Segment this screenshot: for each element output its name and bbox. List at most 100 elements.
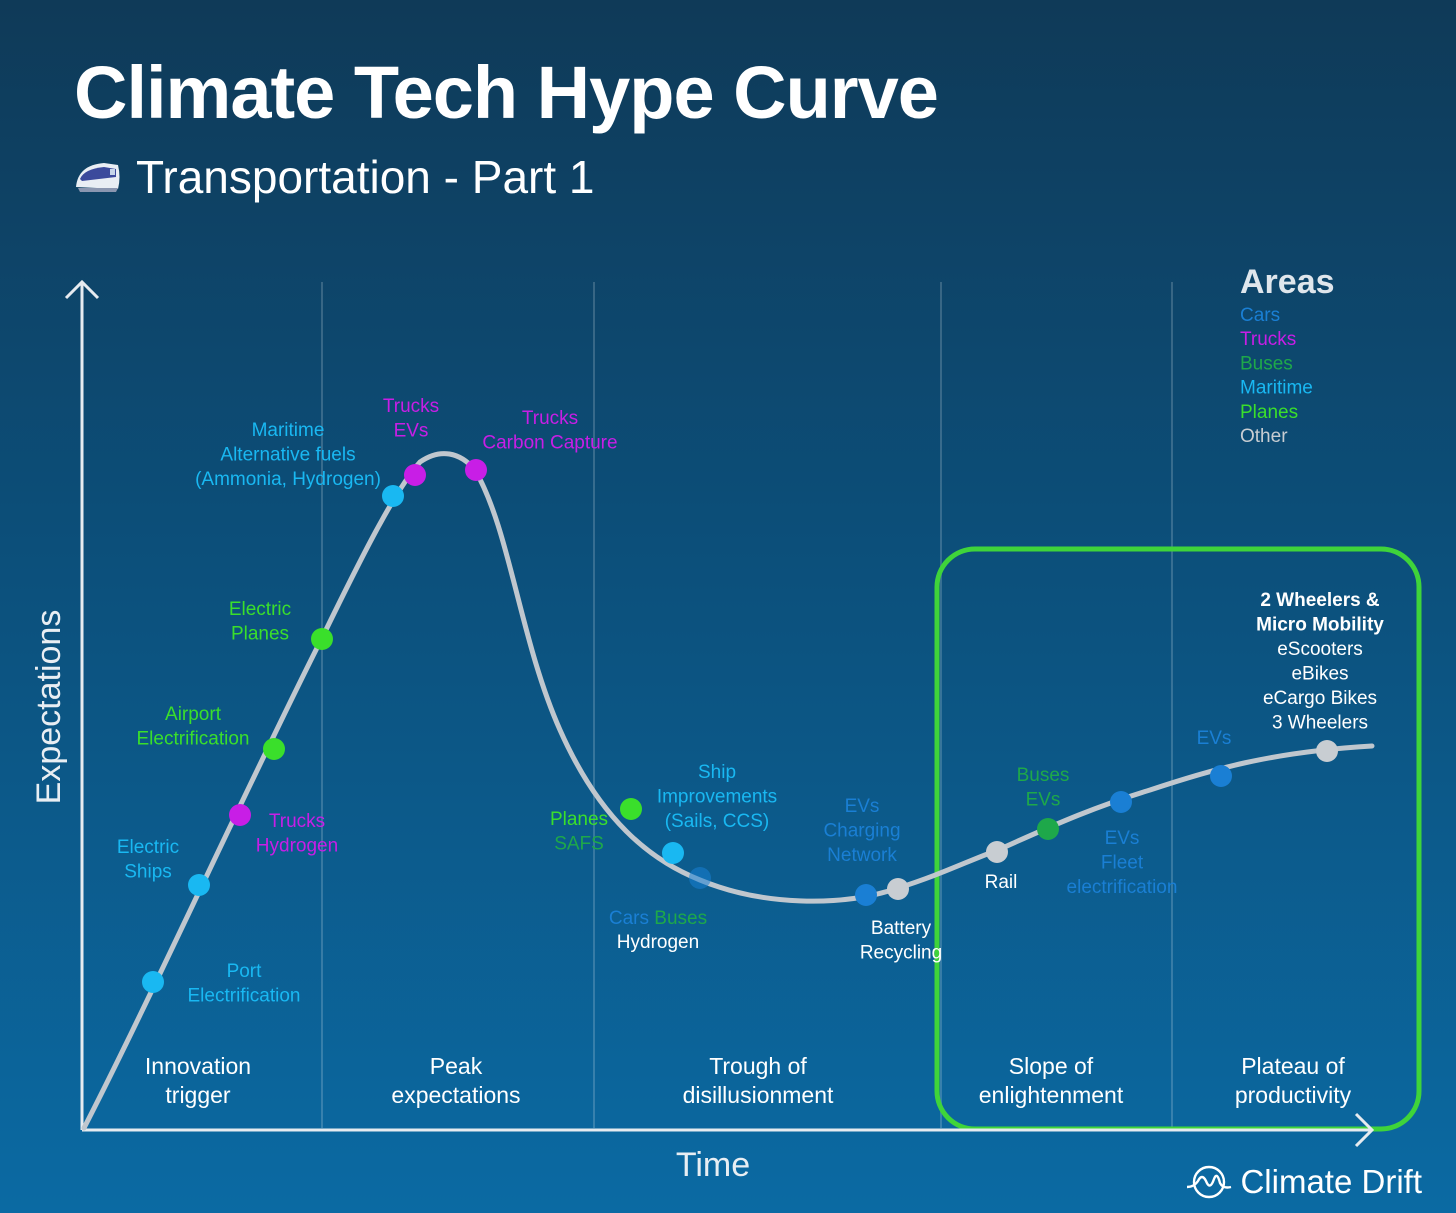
point-label-line: Electric <box>229 599 291 620</box>
point-label-line: EVs <box>1026 790 1061 811</box>
point-label-line: Micro Mobility <box>1256 615 1384 636</box>
point-label: Cars Buses <box>609 908 707 929</box>
point-label: 2 Wheelers & Micro Mobility eScooters eBike… <box>1256 590 1384 734</box>
point-label-line: Electrification <box>137 729 250 750</box>
point-label: Rail <box>985 872 1018 893</box>
phase-label-line: Trough of <box>709 1053 807 1079</box>
point-6: Maritime Alternative fuels (Ammonia, Hydro… <box>195 420 404 507</box>
point-label-line: Improvements <box>657 787 777 808</box>
point-label-line: Electric <box>117 837 179 858</box>
legend-item-cars: Cars <box>1240 305 1280 326</box>
point-label-line: Planes <box>550 809 608 830</box>
legend-item-planes: Planes <box>1240 402 1298 423</box>
point-label-line: Trucks <box>522 408 578 429</box>
point-label-line: Battery <box>871 918 932 939</box>
point-marker <box>382 485 404 507</box>
phase-label-line: Plateau of <box>1241 1053 1345 1079</box>
point-label-line: (Ammonia, Hydrogen) <box>195 469 381 490</box>
point-label-line: Alternative fuels <box>220 445 355 466</box>
brand: Climate Drift <box>1186 1163 1422 1201</box>
point-label: Hydrogen <box>617 932 699 953</box>
point-marker <box>662 842 684 864</box>
x-axis-label: Time <box>676 1146 750 1184</box>
point-label-line: Maritime <box>252 420 325 441</box>
phase-labels: Innovation trigger Peak expectations Trough … <box>145 1053 1352 1108</box>
chart-subtitle: Transportation - Part 1 <box>136 151 595 203</box>
point-label-line: Buses <box>1017 765 1070 786</box>
point-label-line: Trucks <box>383 396 439 417</box>
legend-item-maritime: Maritime <box>1240 378 1313 399</box>
point-label-line: Fleet <box>1101 853 1144 874</box>
phase-label-2: Peak expectations <box>391 1053 520 1108</box>
y-axis-arrow <box>64 279 100 300</box>
phase-label-5: Plateau of productivity <box>1235 1053 1352 1108</box>
phase-label-1: Innovation trigger <box>145 1053 251 1108</box>
point-label-line: EVs <box>394 421 429 442</box>
phase-label-line: Slope of <box>1009 1053 1094 1079</box>
point-marker <box>1316 740 1338 762</box>
point-label: Trucks Hydrogen <box>256 811 338 857</box>
point-label: Maritime Alternative fuels (Ammonia, Hydro… <box>195 420 381 490</box>
point-label: Port Electrification <box>188 961 301 1007</box>
point-label: Airport Electrification <box>137 704 250 750</box>
point-marker <box>263 738 285 760</box>
highlight-rect <box>934 546 1422 1132</box>
point-label-line: Port <box>227 961 263 982</box>
point-10: Ship Improvements (Sails, CCS) <box>657 762 777 864</box>
phase-label-3: Trough of disillusionment <box>683 1053 834 1108</box>
point-label-line: 3 Wheelers <box>1272 713 1368 734</box>
point-marker <box>1210 765 1232 787</box>
point-marker <box>1037 818 1059 840</box>
point-label-line: Trucks <box>269 811 325 832</box>
point-17: EVs <box>1197 728 1232 787</box>
phase-label-line: enlightenment <box>979 1082 1124 1108</box>
point-marker <box>229 804 251 826</box>
point-3: Trucks Hydrogen <box>229 804 338 857</box>
point-4: Airport Electrification <box>137 704 285 760</box>
point-label-line: Hydrogen <box>256 836 338 857</box>
point-label-line: eBikes <box>1291 664 1348 685</box>
chart-title: Climate Tech Hype Curve <box>74 51 939 134</box>
phase-label-line: Peak <box>430 1053 483 1079</box>
point-label-line: Charging <box>823 821 900 842</box>
point-label-line: EVs <box>1105 828 1140 849</box>
point-marker <box>465 459 487 481</box>
point-label-line: Network <box>827 845 897 866</box>
point-7: Trucks EVs <box>383 396 439 486</box>
point-marker <box>986 841 1008 863</box>
data-points: Port Electrification Electric Ships Trucks Hy… <box>117 396 1384 1007</box>
point-label: Ship Improvements (Sails, CCS) <box>657 762 777 832</box>
climate-drift-logo-icon <box>1187 1165 1232 1199</box>
point-marker <box>620 798 642 820</box>
point-label: Trucks Carbon Capture <box>482 408 617 454</box>
point-marker <box>887 878 909 900</box>
point-9: Planes SAFS <box>550 798 642 855</box>
point-label: Electric Ships <box>117 837 179 883</box>
legend-item-buses: Buses <box>1240 353 1293 374</box>
point-label-line: 2 Wheelers & <box>1260 590 1380 611</box>
highlight-box <box>934 546 1422 1132</box>
point-marker <box>188 874 210 896</box>
point-label: Electric Planes <box>229 599 291 645</box>
phase-label-line: disillusionment <box>683 1082 834 1108</box>
point-1: Port Electrification <box>142 961 301 1007</box>
point-label: EVs <box>1197 728 1232 749</box>
point-label-line: EVs <box>845 796 880 817</box>
point-11: Cars Buses Hydrogen <box>609 867 711 953</box>
point-label-line: EVs <box>1197 728 1232 749</box>
point-label-line: Ship <box>698 762 736 783</box>
point-15: Buses EVs <box>1017 765 1070 840</box>
point-label: EVs Fleet electrification <box>1067 828 1178 898</box>
phase-label-line: trigger <box>165 1082 231 1108</box>
point-label-line: SAFS <box>554 834 604 855</box>
point-label-line: Cars <box>609 908 654 929</box>
point-18: 2 Wheelers & Micro Mobility eScooters eBike… <box>1256 590 1384 762</box>
axes: Time Expectations <box>30 279 1375 1184</box>
point-marker <box>689 867 711 889</box>
point-marker <box>855 884 877 906</box>
point-marker <box>404 464 426 486</box>
point-label: Trucks EVs <box>383 396 439 442</box>
point-5: Electric Planes <box>229 599 333 650</box>
subtitle-row: Transportation - Part 1 <box>74 150 595 204</box>
